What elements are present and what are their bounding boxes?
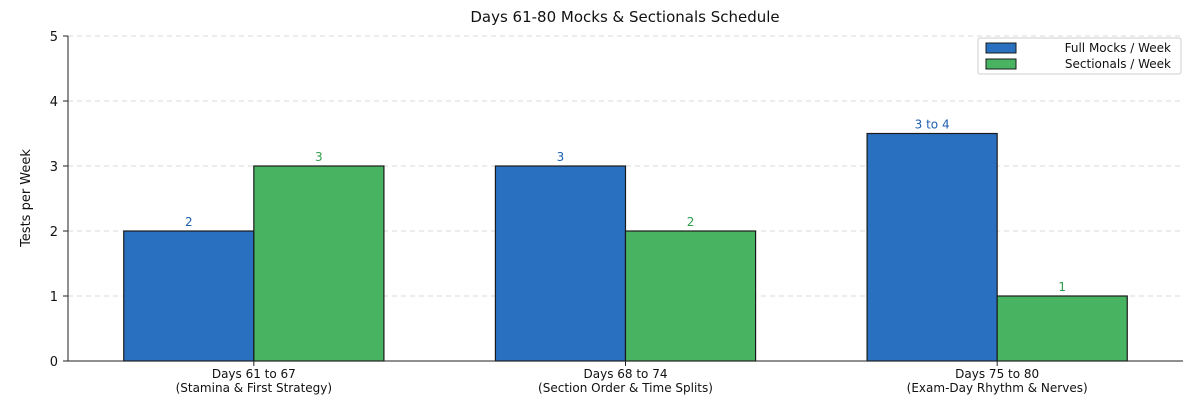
y-tick-label: 0 bbox=[50, 355, 58, 370]
bar bbox=[123, 230, 255, 362]
data-label: 3 to 4 bbox=[915, 118, 950, 132]
bar bbox=[996, 295, 1128, 362]
data-label: 3 bbox=[557, 150, 565, 164]
legend-label: Full Mocks / Week bbox=[1065, 41, 1171, 55]
y-tick-label: 4 bbox=[50, 95, 58, 110]
data-label: 3 bbox=[315, 150, 323, 164]
bars-layer bbox=[123, 132, 1128, 362]
legend-label: Sectionals / Week bbox=[1065, 57, 1171, 71]
y-tick-label: 3 bbox=[50, 160, 58, 175]
x-tick-label: (Section Order & Time Splits) bbox=[538, 381, 713, 395]
legend-swatch bbox=[985, 58, 1017, 70]
legend: Full Mocks / Week Sectionals / Week bbox=[977, 37, 1182, 75]
x-tick-label: Days 68 to 74 bbox=[584, 367, 668, 381]
data-label: 2 bbox=[687, 215, 695, 229]
bar bbox=[866, 132, 998, 362]
y-tick-label: 1 bbox=[50, 290, 58, 305]
labels-layer: 0 1 2 3 4 5 2 3 Days 61 to 67(Stamina & First St… bbox=[50, 30, 1088, 395]
data-label: 2 bbox=[185, 215, 193, 229]
axes-layer bbox=[63, 35, 1183, 366]
y-tick-label: 5 bbox=[50, 30, 58, 45]
legend-box bbox=[977, 37, 1182, 75]
y-tick-label: 2 bbox=[50, 225, 58, 240]
x-tick-label: Days 61 to 67 bbox=[212, 367, 296, 381]
chart-title: Days 61-80 Mocks & Sectionals Schedule bbox=[470, 8, 779, 26]
bar bbox=[624, 230, 757, 362]
bar bbox=[494, 165, 627, 362]
y-axis-label: Tests per Week bbox=[19, 149, 34, 248]
x-tick-label: Days 75 to 80 bbox=[955, 367, 1039, 381]
legend-swatch bbox=[985, 42, 1017, 54]
data-label: 1 bbox=[1058, 280, 1066, 294]
x-tick-label: (Exam-Day Rhythm & Nerves) bbox=[907, 381, 1088, 395]
x-tick-label: (Stamina & First Strategy) bbox=[176, 381, 333, 395]
bar bbox=[253, 165, 385, 362]
